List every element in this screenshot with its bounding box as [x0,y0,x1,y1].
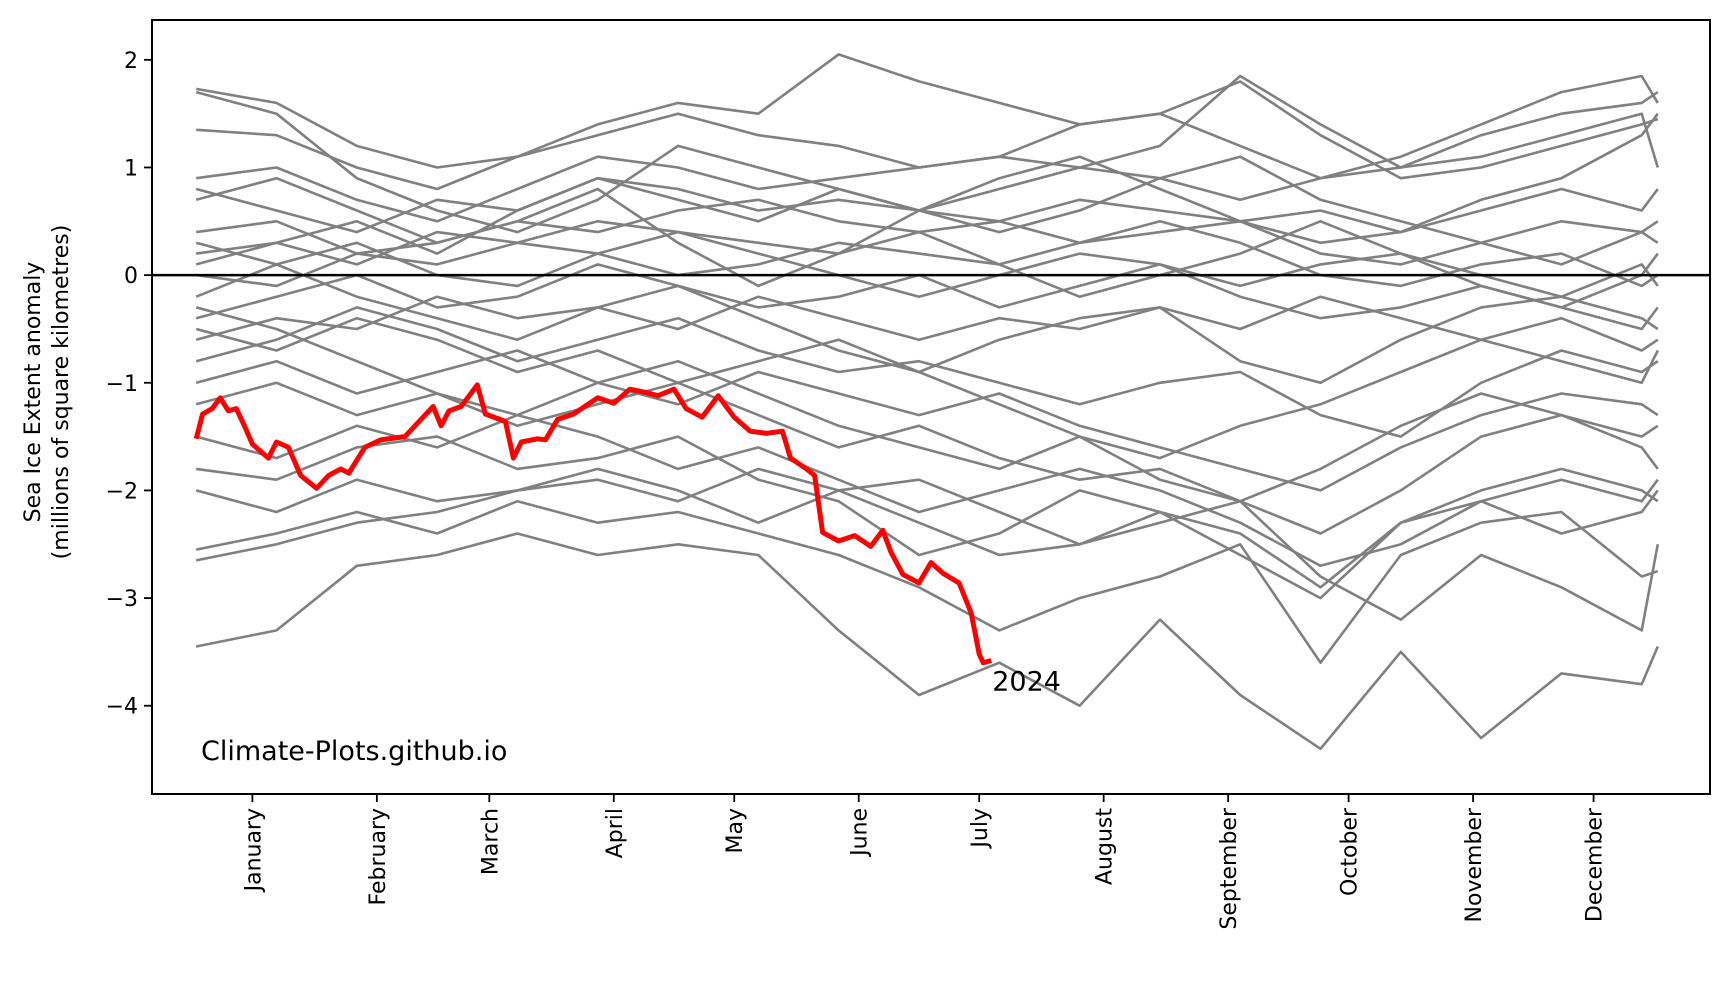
y-tick-label: −1 [106,372,138,397]
series-line-historical-22 [195,316,1659,460]
series-line-historical-13 [195,381,1659,535]
series-line-historical-18 [195,532,1659,751]
series-line-historical-5 [196,209,1659,266]
series-label-2024: 2024 [992,667,1061,698]
series-line-historical-24 [195,306,1659,503]
y-tick-label: −3 [106,587,138,612]
y-axis-title-line-1: Sea Ice Extent anomaly [21,262,46,523]
plot-frame [151,19,1711,795]
series-line-historical-0 [195,87,1659,180]
series-line-historical-11 [195,306,1659,438]
series-line-historical-20 [195,90,1659,234]
x-tick-label: September [1217,807,1242,930]
series-line-historical-2 [196,74,1660,223]
series-line-historical-1 [196,53,1659,191]
x-tick-label: February [366,808,391,906]
y-tick-label: 0 [124,264,138,289]
x-tick-label: August [1093,808,1118,885]
series-line-2024 [193,382,992,666]
x-tick-label: December [1583,807,1608,922]
series-line-historical-16 [195,467,1660,632]
x-tick-label: January [241,808,266,893]
x-tick-label: March [478,808,503,875]
series-line-historical-19 [195,467,1659,589]
x-tick-label: October [1338,807,1363,896]
y-tick-label: −2 [106,479,138,504]
x-tick-label: June [848,808,873,858]
x-tick-label: May [723,808,748,853]
series-line-historical-17 [195,499,1659,665]
series-line-historical-12 [195,349,1659,492]
x-tick-label: April [603,808,628,858]
series-line-historical-21 [195,176,1659,309]
series-line-historical-14 [195,413,1659,568]
y-axis-title-line-2: (millions of square kilometres) [49,225,74,560]
axis-ticks: −4 −3 −2 −1 0 1 2 January February March April May J… [106,49,1608,930]
series-line-historical-7 [195,230,1659,299]
watermark: Climate-Plots.github.io [201,736,507,767]
series-line-historical-15 [196,435,1659,600]
x-tick-label: November [1462,807,1487,922]
y-axis-title: Sea Ice Extent anomaly (millions of squa… [21,225,74,560]
series-line-historical-10 [195,241,1659,385]
x-tick-label: July [968,808,993,850]
series-line-historical-8 [195,263,1659,331]
y-tick-label: 1 [124,156,138,181]
y-tick-label: −4 [106,695,138,720]
series-layer [193,53,1660,751]
series-line-historical-3 [195,74,1659,234]
series-line-historical-23 [195,155,1659,266]
series-line-historical-6 [196,220,1659,288]
y-tick-label: 2 [124,49,138,74]
series-line-historical-9 [195,295,1659,352]
